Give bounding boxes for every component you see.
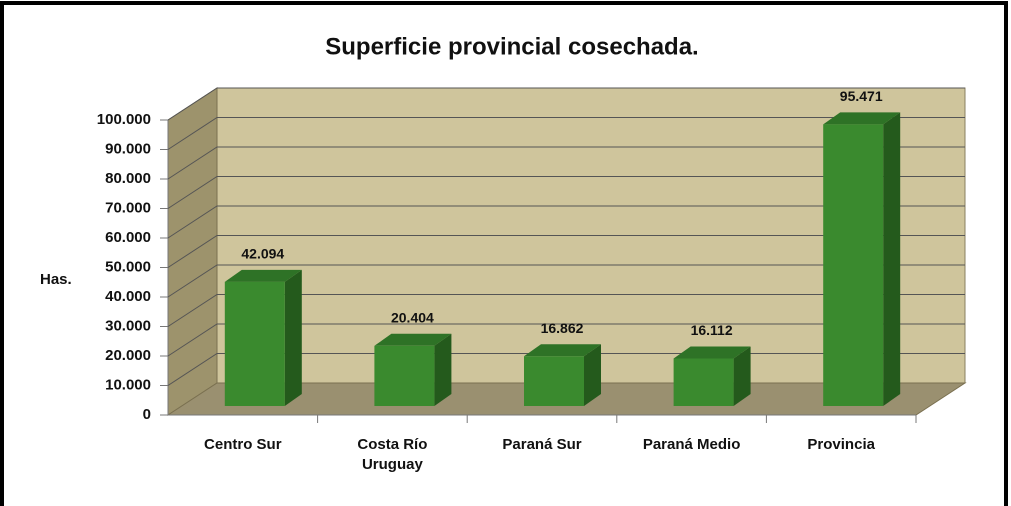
bar-side xyxy=(883,112,901,407)
data-label: 42.094 xyxy=(241,246,284,262)
x-tick-label: Paraná Medio xyxy=(642,436,741,453)
grid-line xyxy=(167,235,965,268)
bar-top xyxy=(374,333,452,346)
bar xyxy=(224,281,285,406)
x-tick-label-box: Paraná Sur xyxy=(502,436,582,453)
bar-top xyxy=(823,112,901,125)
y-tick-label: 80.000 xyxy=(105,170,151,187)
data-label: 20.404 xyxy=(391,310,434,326)
bar-side xyxy=(284,269,302,406)
grid-line xyxy=(167,87,965,121)
x-tick-label: Provincia xyxy=(807,436,875,453)
grid-line xyxy=(167,146,965,180)
data-label: 16.112 xyxy=(691,322,733,338)
x-tick-label-box: Centro Sur xyxy=(204,436,282,453)
bar-top xyxy=(524,344,601,357)
data-label: 16.862 xyxy=(541,320,584,336)
x-tick-label: Costa Río Uruguay xyxy=(357,436,428,473)
bar-side xyxy=(733,346,751,406)
bar xyxy=(673,358,734,406)
y-tick-label: 40.000 xyxy=(105,288,151,305)
x-tick-label-box: Provincia xyxy=(807,436,875,453)
y-axis-label: Has. xyxy=(40,271,72,288)
grid-line xyxy=(167,176,965,209)
grid-line xyxy=(167,264,965,298)
y-tick-label: 60.000 xyxy=(105,229,151,246)
bar-side xyxy=(434,333,452,406)
bar xyxy=(374,345,435,406)
x-tick-label-box: Costa Río Uruguay xyxy=(357,436,428,473)
grid-line xyxy=(167,117,965,150)
y-tick-label: 10.000 xyxy=(105,376,151,393)
bar xyxy=(524,356,584,406)
y-tick-label: 70.000 xyxy=(105,199,151,216)
grid-line xyxy=(167,205,965,239)
data-label: 95.471 xyxy=(840,88,883,104)
x-tick-label-box: Paraná Medio xyxy=(642,436,741,453)
bar xyxy=(823,124,884,407)
grid-line xyxy=(167,323,965,357)
bar-side xyxy=(584,344,601,406)
chart-title: Superficie provincial cosechada. xyxy=(325,33,698,60)
bar-top xyxy=(673,346,751,359)
y-tick-label: 50.000 xyxy=(105,258,151,275)
x-tick-label: Paraná Sur xyxy=(502,436,582,453)
y-tick-label: 30.000 xyxy=(105,317,151,334)
x-tick-label: Centro Sur xyxy=(204,436,282,453)
bar-top xyxy=(224,269,302,282)
grid-line xyxy=(167,294,965,327)
y-tick-label: 90.000 xyxy=(105,140,151,157)
y-tick-label: 0 xyxy=(143,406,151,423)
y-tick-label: 100.000 xyxy=(97,111,151,128)
y-tick-label: 20.000 xyxy=(105,347,151,364)
